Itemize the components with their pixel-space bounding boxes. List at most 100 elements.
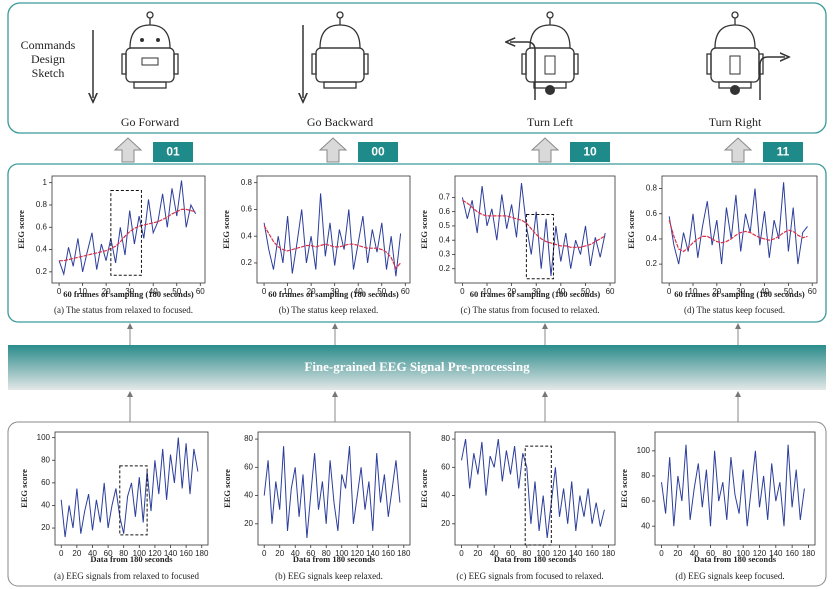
x-axis-label: Data from 180 seconds — [494, 554, 577, 564]
y-tick-label: 60 — [244, 462, 253, 471]
sketch-title: Commands — [21, 38, 76, 52]
y-tick-label: 0.2 — [241, 258, 253, 267]
y-tick-label: 40 — [41, 501, 50, 510]
x-tick-label: 20 — [275, 549, 284, 558]
y-axis-label: EEG score — [16, 210, 26, 249]
y-tick-label: 0.2 — [439, 264, 451, 273]
y-tick-label: 100 — [637, 446, 651, 455]
y-axis-label: EEG score — [19, 469, 29, 508]
x-tick-label: 60 — [606, 287, 615, 296]
command-label: Turn Right — [709, 115, 762, 129]
x-tick-label: 160 — [785, 549, 799, 558]
x-tick-label: 60 — [196, 287, 205, 296]
x-tick-label: 0 — [262, 549, 267, 558]
y-tick-label: 0.3 — [439, 250, 451, 259]
y-tick-label: 40 — [441, 491, 450, 500]
y-tick-label: 0.2 — [36, 267, 48, 276]
plot-frame — [455, 176, 615, 283]
caption: (a) The status from relaxed to focused. — [54, 305, 193, 315]
y-tick-label: 0.6 — [241, 205, 253, 214]
plot-frame — [455, 432, 615, 545]
plot-frame — [662, 176, 817, 283]
x-tick-label: 60 — [401, 287, 410, 296]
y-axis-label: EEG score — [419, 210, 429, 249]
y-tick-label: 20 — [41, 523, 50, 532]
sketch-panel — [8, 3, 826, 133]
y-axis-label: EEG score — [626, 210, 636, 249]
x-tick-label: 160 — [382, 549, 396, 558]
x-tick-label: 180 — [602, 549, 616, 558]
sketch-title: Design — [31, 52, 65, 66]
x-tick-label: 160 — [179, 549, 193, 558]
x-tick-label: 0 — [262, 287, 267, 296]
x-tick-label: 0 — [459, 549, 464, 558]
y-tick-label: 0.2 — [646, 259, 658, 268]
y-tick-label: 80 — [441, 434, 450, 443]
y-tick-label: 0.4 — [241, 231, 253, 240]
y-tick-label: 0.5 — [439, 221, 451, 230]
x-axis-label: Data from 180 seconds — [90, 554, 173, 564]
command-label: Go Forward — [121, 115, 179, 129]
robot-right — [707, 12, 763, 95]
up-arrow — [115, 138, 141, 162]
y-tick-label: 20 — [441, 519, 450, 528]
right-arrow — [760, 57, 785, 100]
y-tick-label: 40 — [244, 491, 253, 500]
x-tick-label: 0 — [57, 287, 62, 296]
y-tick-label: 0.6 — [646, 209, 658, 218]
caption: (d) The status keep focused. — [684, 305, 785, 315]
up-arrow — [725, 138, 751, 162]
y-tick-label: 0.8 — [646, 184, 658, 193]
y-tick-label: 0.4 — [646, 234, 658, 243]
up-arrow — [532, 138, 558, 162]
caption: (c) EEG signals from focused to relaxed. — [456, 571, 603, 581]
y-tick-label: 80 — [641, 471, 650, 480]
x-tick-label: 20 — [72, 549, 81, 558]
caption: (b) The status keep relaxed. — [279, 305, 379, 315]
x-axis-label: 60 frames of sampling (180 seconds) — [674, 289, 805, 299]
caption: (b) EEG signals keep relaxed. — [275, 571, 383, 581]
robot-left — [522, 12, 578, 95]
caption: (d) EEG signals keep focused. — [675, 571, 784, 581]
x-tick-label: 60 — [808, 287, 817, 296]
y-axis-label: EEG score — [419, 469, 429, 508]
robot-backward — [312, 12, 368, 88]
processing-label: Fine-grained EEG Signal Pre-processing — [304, 359, 530, 374]
x-axis-label: 60 frames of sampling (180 seconds) — [470, 289, 601, 299]
x-tick-label: 180 — [397, 549, 411, 558]
plot-frame — [55, 432, 208, 545]
sketch-title: Sketch — [32, 66, 65, 80]
figure: Fine-grained EEG Signal Pre-processing C… — [0, 0, 833, 589]
y-tick-label: 80 — [41, 455, 50, 464]
y-tick-label: 100 — [37, 433, 51, 442]
y-tick-label: 0.6 — [36, 222, 48, 231]
caption: (a) EEG signals from relaxed to focused — [54, 571, 199, 581]
command-label: Turn Left — [527, 115, 574, 129]
y-tick-label: 40 — [641, 521, 650, 530]
x-tick-label: 20 — [473, 549, 482, 558]
code-label: 11 — [777, 145, 790, 159]
x-tick-label: 180 — [195, 549, 209, 558]
y-tick-label: 60 — [441, 462, 450, 471]
y-tick-label: 1 — [43, 178, 48, 187]
x-axis-label: Data from 180 seconds — [694, 554, 777, 564]
y-tick-label: 0.4 — [36, 245, 48, 254]
up-arrow — [320, 138, 346, 162]
code-label: 00 — [371, 145, 385, 159]
x-tick-label: 0 — [659, 549, 664, 558]
code-label: 10 — [583, 145, 597, 159]
chart: 0.20.30.40.50.60.70102030405060EEG score… — [419, 176, 615, 315]
y-tick-label: 0.8 — [241, 178, 253, 187]
y-axis-label: EEG score — [221, 210, 231, 249]
plot-frame — [52, 176, 205, 283]
y-tick-label: 80 — [244, 434, 253, 443]
y-tick-label: 0.6 — [439, 207, 451, 216]
x-tick-label: 160 — [585, 549, 599, 558]
x-axis-label: Data from 180 seconds — [293, 554, 376, 564]
command-label: Go Backward — [307, 115, 373, 129]
robot-forward — [122, 12, 178, 88]
y-axis-label: EEG score — [222, 469, 232, 508]
